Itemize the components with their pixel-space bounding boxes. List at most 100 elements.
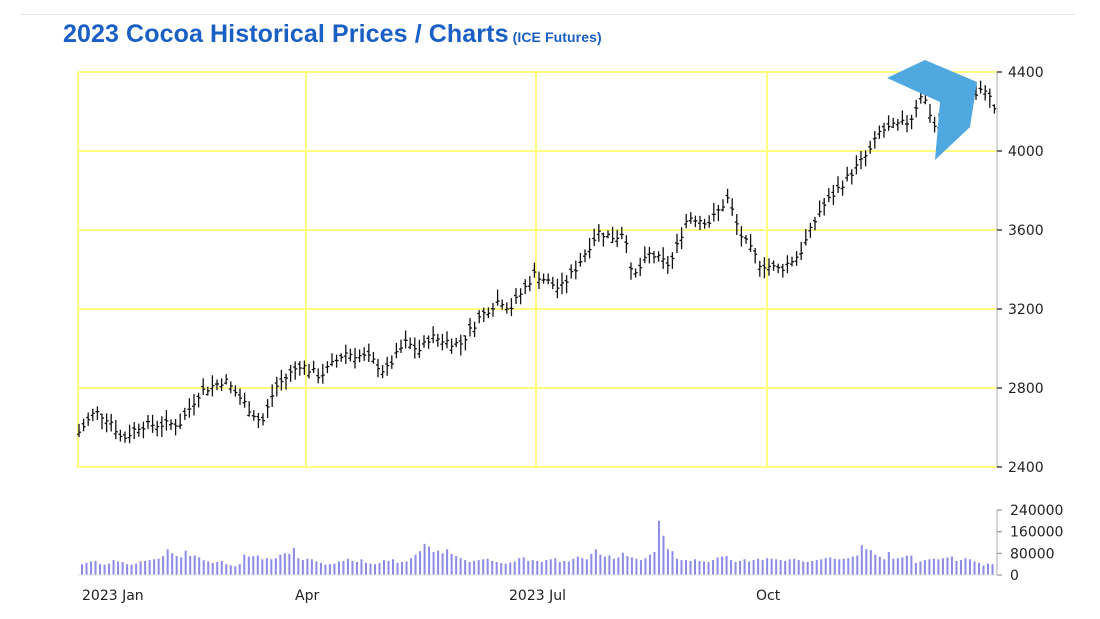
volume-bar <box>820 559 823 575</box>
volume-bar <box>824 558 827 575</box>
volume-bar <box>184 550 187 575</box>
volume-bar <box>703 561 706 575</box>
volume-bar <box>572 558 575 575</box>
volume-bar <box>112 560 115 575</box>
volume-bar <box>982 565 985 575</box>
volume-bar <box>545 560 548 575</box>
volume-bar <box>847 558 850 575</box>
volume-bar <box>450 553 453 575</box>
volume-bar <box>468 562 471 575</box>
volume-bar <box>117 561 120 575</box>
volume-bar <box>608 555 611 575</box>
volume-bar <box>662 535 665 575</box>
volume-bar <box>518 558 521 575</box>
volume-bar <box>743 559 746 575</box>
x-tick-label: 2023 Jul <box>509 588 566 604</box>
volume-bar <box>130 564 133 575</box>
volume-bar <box>310 559 313 575</box>
volume-bar <box>342 560 345 575</box>
volume-bar <box>180 557 183 575</box>
volume-bar <box>968 559 971 575</box>
volume-bar <box>946 557 949 575</box>
volume-bar <box>594 549 597 575</box>
volume-bar <box>473 560 476 575</box>
volume-bar <box>441 553 444 575</box>
volume-bar <box>153 559 156 575</box>
volume-bar <box>694 559 697 575</box>
volume-bar <box>265 558 268 575</box>
volume-bar <box>648 554 651 575</box>
volume-bar <box>955 560 958 575</box>
volume-bar <box>360 559 363 575</box>
volume-bar <box>730 560 733 575</box>
volume-bar <box>621 552 624 575</box>
volume-bar <box>279 554 282 575</box>
volume-bar <box>99 564 102 575</box>
volume-bar <box>414 554 417 575</box>
volume-bar <box>865 549 868 575</box>
volume-bar <box>243 554 246 575</box>
volume-bar <box>157 558 160 575</box>
volume-bar <box>121 562 124 575</box>
volume-bar <box>793 558 796 575</box>
volume-tick-label: 0 <box>1010 568 1019 584</box>
volume-bar <box>189 556 192 575</box>
y-tick-label: 4000 <box>1008 144 1044 160</box>
volume-bar <box>964 558 967 575</box>
volume-bar <box>612 558 615 575</box>
volume-bar <box>973 561 976 575</box>
volume-bar <box>108 563 111 575</box>
x-tick-label: 2023 Jan <box>82 588 144 604</box>
volume-bar <box>603 556 606 575</box>
volume-bar <box>549 559 552 575</box>
volume-bar <box>540 562 543 575</box>
volume-bar <box>315 561 318 575</box>
volume-bar <box>950 556 953 575</box>
volume-bar <box>860 545 863 575</box>
volume-bar <box>829 557 832 575</box>
y-tick-label: 2400 <box>1008 460 1044 476</box>
volume-bar <box>482 559 485 575</box>
price-y-axis: 2400 2800 3200 3600 4000 4400 <box>996 65 1044 476</box>
volume-bar <box>81 564 84 575</box>
volume-bar <box>126 564 129 575</box>
volume-bar <box>428 546 431 575</box>
volume-bar <box>531 560 534 575</box>
volume-bar <box>166 549 169 575</box>
volume-bar <box>851 556 854 575</box>
volume-bar <box>94 560 97 575</box>
volume-bar <box>675 558 679 575</box>
page-title: 2023 Cocoa Historical Prices / Charts (IC… <box>63 20 602 49</box>
volume-bar <box>378 563 381 575</box>
volume-bar <box>725 556 728 575</box>
volume-bar <box>833 558 836 575</box>
volume-bar <box>838 559 841 575</box>
x-tick-label: Oct <box>756 588 781 604</box>
volume-bar <box>261 559 264 575</box>
volume-bar <box>238 564 241 575</box>
volume-bar <box>90 561 93 575</box>
volume-bar <box>644 558 647 575</box>
volume-bar <box>761 560 764 575</box>
volume-bar <box>856 555 859 575</box>
volume-bar <box>806 562 809 575</box>
volume-bar <box>148 560 151 575</box>
volume-bar <box>274 558 277 575</box>
volume-bar <box>369 563 372 575</box>
x-tick-label: Apr <box>295 588 319 604</box>
volume-bar <box>423 543 426 575</box>
volume-bar <box>193 555 196 575</box>
volume-y-axis: 0 80000 160000 240000 <box>78 503 1063 584</box>
volume-bar <box>712 560 715 575</box>
volume-bar <box>689 560 692 575</box>
volume-bar <box>842 558 845 575</box>
volume-bar <box>306 558 309 575</box>
y-tick-label: 3600 <box>1008 223 1044 239</box>
chart-title: 2023 Cocoa Historical Prices / Charts <box>63 20 509 48</box>
volume-bar <box>752 560 755 575</box>
volume-bar <box>234 566 237 575</box>
volume-bar <box>626 556 629 575</box>
volume-bar <box>635 558 638 575</box>
volume-bar <box>734 562 737 575</box>
volume-bar <box>653 551 656 575</box>
